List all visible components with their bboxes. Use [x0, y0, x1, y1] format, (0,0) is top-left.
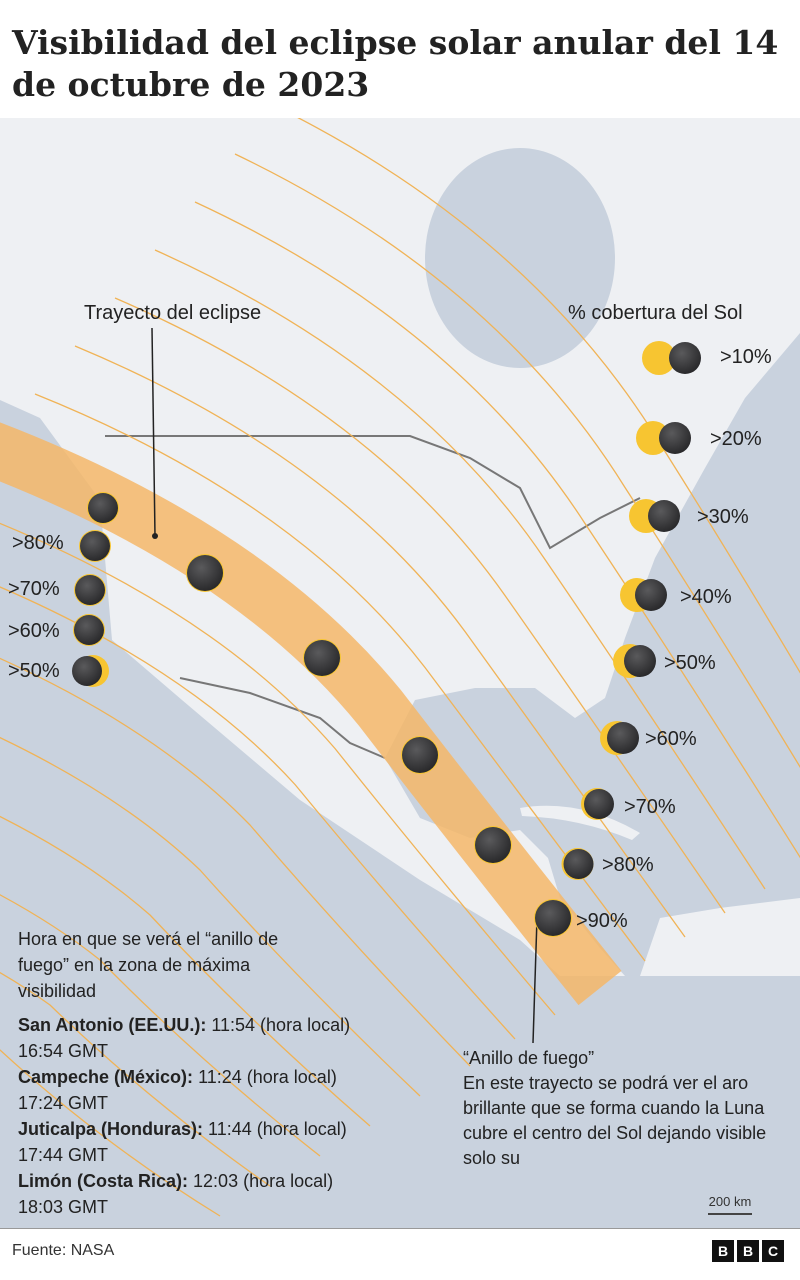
moon-icon: [72, 656, 102, 686]
legend-50: >50%: [664, 652, 716, 674]
city-row: Limón (Costa Rica): 12:03 (hora local) 18…: [18, 1171, 334, 1217]
eclipse-icon: [72, 655, 109, 687]
times-panel: Hora en que se verá el “anillo de fuego”…: [18, 926, 438, 1220]
us-canada-border: [105, 435, 641, 550]
coverage-line: [114, 297, 726, 914]
coverage-line: [74, 345, 686, 938]
coverage-line: [0, 522, 556, 1016]
city-row: San Antonio (EE.UU.): 11:54 (hora local)…: [18, 1015, 351, 1061]
moon-icon: [187, 555, 223, 591]
eclipse-icon: [620, 578, 667, 612]
coverage-line: [0, 1049, 221, 1217]
eclipse-icon: [534, 899, 572, 937]
moon-icon: [80, 531, 110, 561]
moon-icon: [584, 789, 614, 819]
eclipse-icon: [303, 639, 341, 677]
legend-90: >90%: [576, 910, 628, 932]
coverage-line: [0, 736, 421, 1097]
eclipse-path-band: [0, 422, 622, 1006]
eclipse-icon: [186, 554, 224, 592]
moon-icon: [624, 645, 656, 677]
legend-10: >10%: [720, 346, 772, 368]
moon-icon: [75, 575, 105, 605]
source: Fuente: NASA: [12, 1242, 115, 1259]
ring-of-fire-note: “Anillo de fuego” En este trayecto se po…: [463, 1046, 783, 1171]
coverage-line: [0, 971, 271, 1187]
eclipse-icon: [642, 341, 701, 375]
us-mexico-border: [179, 677, 386, 759]
eclipse-icon: [581, 788, 614, 820]
moon-icon: [563, 849, 594, 879]
moon-icon: [669, 342, 701, 374]
legend-80: >80%: [602, 854, 654, 876]
coverage-line: [194, 201, 800, 859]
path-label-leader: [151, 327, 156, 537]
eclipse-icon: [87, 492, 119, 524]
city-row: Juticalpa (Honduras): 11:44 (hora local)…: [18, 1119, 347, 1165]
moon-icon: [402, 737, 438, 773]
legend-30: >30%: [697, 506, 749, 528]
legend-20: >20%: [710, 428, 762, 450]
eclipse-icon: [561, 848, 594, 880]
ring-title: “Anillo de fuego”: [463, 1048, 595, 1068]
map-graphic: [0, 118, 800, 1217]
eclipse-icon: [600, 721, 639, 755]
west-label-70: >70%: [8, 578, 60, 600]
ring-text: En este trayecto se podrá ver el aro bri…: [463, 1073, 767, 1168]
moon-icon: [74, 615, 104, 645]
coverage-line: [0, 894, 321, 1157]
moon-icon: [659, 422, 691, 454]
coverage-line: [154, 249, 766, 890]
cuba: [520, 805, 640, 840]
moon-icon: [635, 579, 667, 611]
scale-bar: 200 km: [708, 1194, 752, 1215]
footer-divider: [0, 1228, 800, 1229]
eclipse-icon: [401, 736, 439, 774]
scale-label: 200 km: [708, 1194, 752, 1209]
legend-70: >70%: [624, 796, 676, 818]
coverage-line: [0, 586, 516, 1040]
legend-60: >60%: [645, 728, 697, 750]
sun-icon: [642, 341, 676, 375]
eclipse-icon: [474, 826, 512, 864]
hudson-bay: [425, 148, 615, 368]
path-label: Trayecto del eclipse: [84, 302, 262, 324]
west-label-60: >60%: [8, 620, 60, 642]
coverage-line: [0, 815, 371, 1127]
eclipse-icon: [636, 421, 691, 455]
west-label-50: >50%: [8, 660, 60, 682]
eclipse-icon: [613, 644, 656, 678]
times-heading: Hora en que se verá el “anillo de fuego”…: [18, 929, 279, 1001]
west-label-80: >80%: [12, 532, 64, 554]
moon-icon: [88, 493, 118, 523]
eclipse-icon: [79, 530, 111, 562]
moon-icon: [648, 500, 680, 532]
eclipse-map: Trayecto del eclipse % cobertura del Sol…: [0, 118, 800, 1228]
land-south-america: [640, 898, 800, 976]
moon-icon: [607, 722, 639, 754]
moon-icon: [475, 827, 511, 863]
ring-label-leader: [532, 917, 538, 1044]
eclipse-markers: [72, 341, 701, 937]
eclipse-icon: [74, 574, 106, 606]
moon-icon: [304, 640, 340, 676]
moon-icon: [535, 900, 571, 936]
legend-title: % cobertura del Sol: [568, 302, 743, 324]
city-row: Campeche (México): 11:24 (hora local) 17:…: [18, 1067, 337, 1113]
legend-40: >40%: [680, 586, 732, 608]
eclipse-icon: [629, 499, 680, 533]
land-north-america: [0, 118, 800, 976]
coverage-line: [0, 657, 471, 1067]
page-title: Visibilidad del eclipse solar anular del…: [12, 23, 779, 104]
eclipse-icon: [73, 614, 105, 646]
coverage-line: [234, 153, 800, 769]
